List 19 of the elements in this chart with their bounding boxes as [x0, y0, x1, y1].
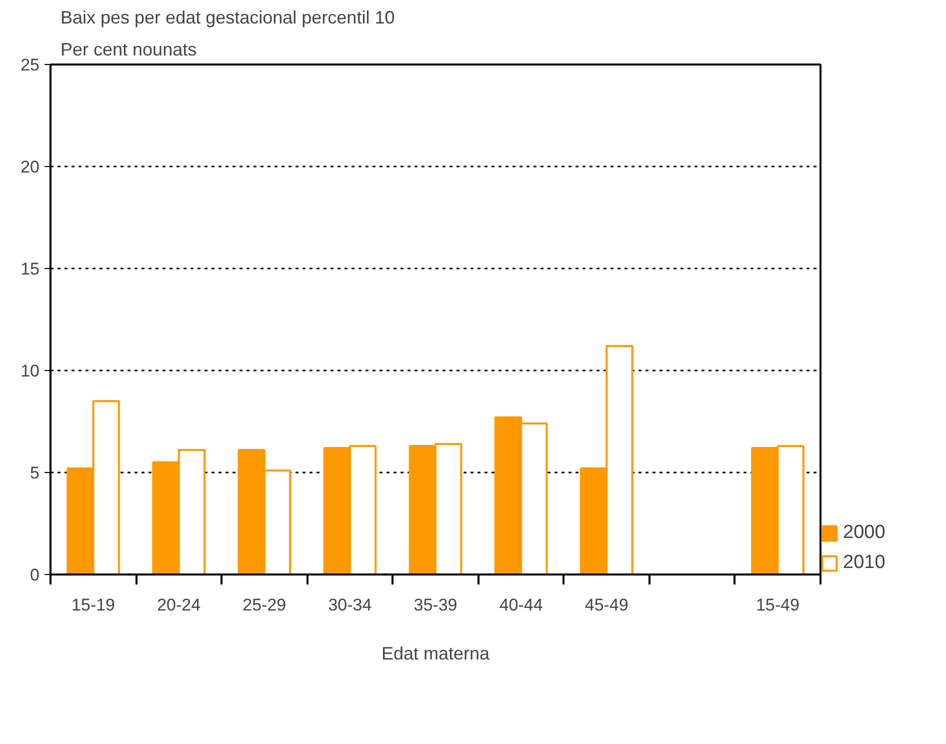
y-tick-label: 20 [20, 158, 40, 176]
legend-label: 2000 [843, 522, 886, 544]
x-axis-title: Edat materna [381, 644, 491, 664]
x-tick-label: 15-49 [756, 596, 800, 614]
chart-title: Baix pes per edat gestacional percentil 10 [60, 8, 395, 28]
y-tick-label: 15 [20, 260, 40, 278]
x-tick-label: 45-49 [584, 596, 628, 614]
legend-label: 2010 [843, 552, 886, 574]
x-tick-label: 20-24 [157, 596, 201, 614]
x-tick-label: 35-39 [414, 596, 458, 614]
y-tick-label: 0 [30, 566, 40, 584]
x-tick-label: 15-19 [72, 596, 116, 614]
y-tick-label: 25 [20, 56, 40, 74]
y-tick-label: 10 [20, 362, 40, 380]
x-tick-label: 40-44 [499, 596, 543, 614]
x-tick-label: 25-29 [242, 596, 286, 614]
y-axis-title: Per cent nounats [60, 40, 197, 60]
x-tick-label: 30-34 [328, 596, 372, 614]
y-tick-label: 5 [30, 464, 40, 482]
